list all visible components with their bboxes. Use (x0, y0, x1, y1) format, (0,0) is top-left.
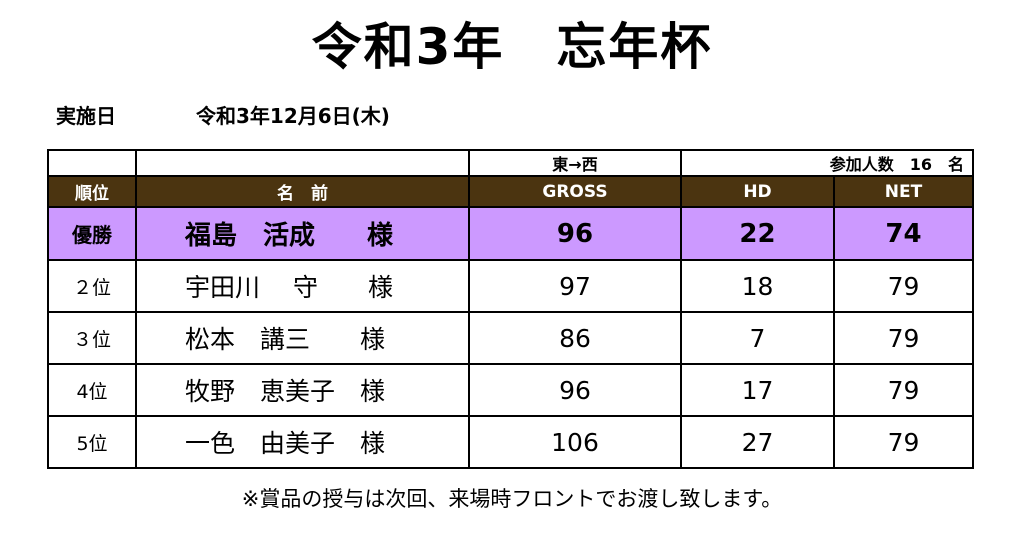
rank-cell: ２位 (47, 259, 137, 313)
info-empty-cell (47, 149, 137, 177)
gross-cell: 106 (468, 415, 682, 469)
table-row: 優勝 福島 活成 様 96 22 74 (47, 206, 974, 261)
gross-cell: 86 (468, 311, 682, 365)
gross-cell: 97 (468, 259, 682, 313)
name-cell: 一色 由美子 様 (135, 415, 470, 469)
rank-cell: 4位 (47, 363, 137, 417)
hd-cell: 7 (680, 311, 835, 365)
gross-cell: 96 (468, 206, 682, 261)
table-row: 4位 牧野 恵美子 様 96 17 79 (47, 363, 974, 417)
rank-cell: ３位 (47, 311, 137, 365)
date-value: 令和3年12月6日(木) (196, 104, 390, 128)
net-cell: 79 (833, 259, 974, 313)
name-cell: 牧野 恵美子 様 (135, 363, 470, 417)
table-row: ２位 宇田川 守 様 97 18 79 (47, 259, 974, 313)
header-net: NET (833, 175, 974, 208)
name-cell: 宇田川 守 様 (135, 259, 470, 313)
header-hd: HD (680, 175, 835, 208)
net-cell: 74 (833, 206, 974, 261)
net-cell: 79 (833, 311, 974, 365)
course-direction: 東→西 (468, 149, 682, 177)
hd-cell: 27 (680, 415, 835, 469)
participant-count: 参加人数 16 名 (680, 149, 974, 177)
rank-cell: 優勝 (47, 206, 137, 261)
info-empty-cell (135, 149, 470, 177)
header-gross: GROSS (468, 175, 682, 208)
hd-cell: 18 (680, 259, 835, 313)
info-row: 東→西 参加人数 16 名 (47, 149, 974, 177)
gross-cell: 96 (468, 363, 682, 417)
name-cell: 福島 活成 様 (135, 206, 470, 261)
name-cell: 松本 講三 様 (135, 311, 470, 365)
hd-cell: 17 (680, 363, 835, 417)
rank-cell: 5位 (47, 415, 137, 469)
header-name: 名 前 (135, 175, 470, 208)
net-cell: 79 (833, 363, 974, 417)
table-row: ３位 松本 講三 様 86 7 79 (47, 311, 974, 365)
award-note: ※賞品の授与は次回、来場時フロントでお渡し致します。 (241, 487, 783, 511)
hd-cell: 22 (680, 206, 835, 261)
page-title: 令和3年 忘年杯 (311, 18, 713, 76)
date-label: 実施日 (56, 104, 116, 128)
header-row: 順位 名 前 GROSS HD NET (47, 175, 974, 208)
header-rank: 順位 (47, 175, 137, 208)
table-row: 5位 一色 由美子 様 106 27 79 (47, 415, 974, 469)
net-cell: 79 (833, 415, 974, 469)
results-table: 東→西 参加人数 16 名 順位 名 前 GROSS HD NET 優勝 福島 … (47, 149, 974, 469)
